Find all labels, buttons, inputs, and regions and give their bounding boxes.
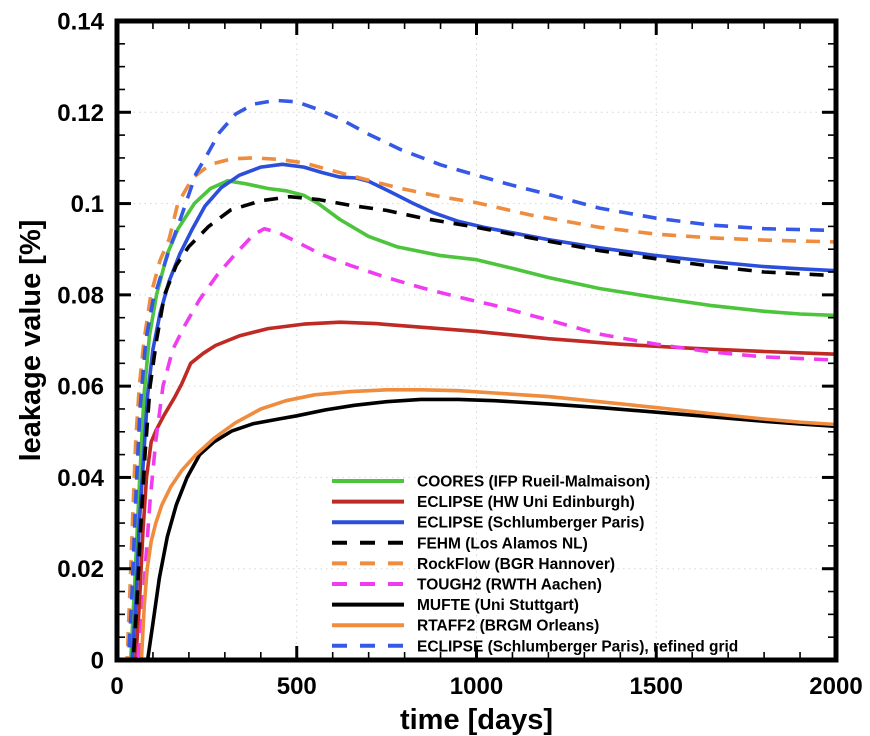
x-tick-label: 1000 (450, 673, 503, 700)
series-line-1 (117, 320, 837, 662)
y-tick-label: 0.14 (57, 9, 104, 36)
legend-label: TOUGH2 (RWTH Aachen) (417, 577, 602, 594)
series-line-3 (117, 194, 837, 662)
x-tick-label: 0 (110, 673, 123, 700)
legend-item-7: RTAFF2 (BRGM Orleans) (332, 618, 599, 635)
legend-item-3: FEHM (Los Alamos NL) (332, 535, 588, 552)
legend: COORES (IFP Rueil-Malmaison) ECLIPSE (HW … (332, 474, 738, 655)
legend-label: ECLIPSE (HW Uni Edinburgh) (417, 494, 635, 511)
plot-border (114, 18, 839, 663)
x-tick-label: 2000 (809, 673, 862, 700)
grid-layer (117, 21, 836, 660)
legend-label: RTAFF2 (BRGM Orleans) (417, 618, 599, 635)
x-axis-label: time [days] (400, 704, 553, 736)
y-tick-label: 0.02 (57, 556, 104, 583)
legend-item-4: RockFlow (BGR Hannover) (332, 556, 615, 573)
legend-item-8: ECLIPSE (Schlumberger Paris), refined gr… (332, 638, 738, 655)
legend-item-2: ECLIPSE (Schlumberger Paris) (332, 515, 644, 532)
y-tick-label: 0 (91, 648, 104, 675)
series-line-6 (117, 397, 837, 662)
legend-item-5: TOUGH2 (RWTH Aachen) (332, 577, 602, 594)
legend-item-1: ECLIPSE (HW Uni Edinburgh) (332, 494, 635, 511)
series-layer (117, 98, 837, 662)
legend-label: ECLIPSE (Schlumberger Paris) (417, 515, 644, 532)
y-tick-label: 0.04 (57, 465, 104, 492)
x-tick-label: 500 (277, 673, 317, 700)
y-tick-label: 0.08 (57, 282, 104, 309)
legend-label: RockFlow (BGR Hannover) (417, 556, 615, 573)
legend-label: MUFTE (Uni Stuttgart) (417, 597, 579, 614)
x-tick-label: 1500 (630, 673, 683, 700)
legend-label: FEHM (Los Alamos NL) (417, 535, 588, 552)
legend-label: ECLIPSE (Schlumberger Paris), refined gr… (417, 638, 738, 655)
axes-layer (114, 18, 839, 663)
series-line-0 (117, 179, 837, 662)
y-tick-label: 0.12 (57, 100, 104, 127)
series-line-2 (117, 162, 837, 662)
legend-item-0: COORES (IFP Rueil-Malmaison) (332, 474, 650, 491)
series-line-4 (117, 156, 837, 662)
tick-labels-layer: 0 500 1000 1500 2000 0 0.02 0.04 0.06 0.08 0.1 0.12… (57, 9, 862, 701)
y-tick-label: 0.06 (57, 374, 104, 401)
series-line-7 (117, 388, 837, 662)
series-line-5 (117, 226, 837, 662)
legend-item-6: MUFTE (Uni Stuttgart) (332, 597, 579, 614)
legend-label: COORES (IFP Rueil-Malmaison) (417, 474, 650, 491)
y-axis-label: leakage value [%] (15, 220, 47, 462)
y-tick-label: 0.1 (71, 191, 104, 218)
